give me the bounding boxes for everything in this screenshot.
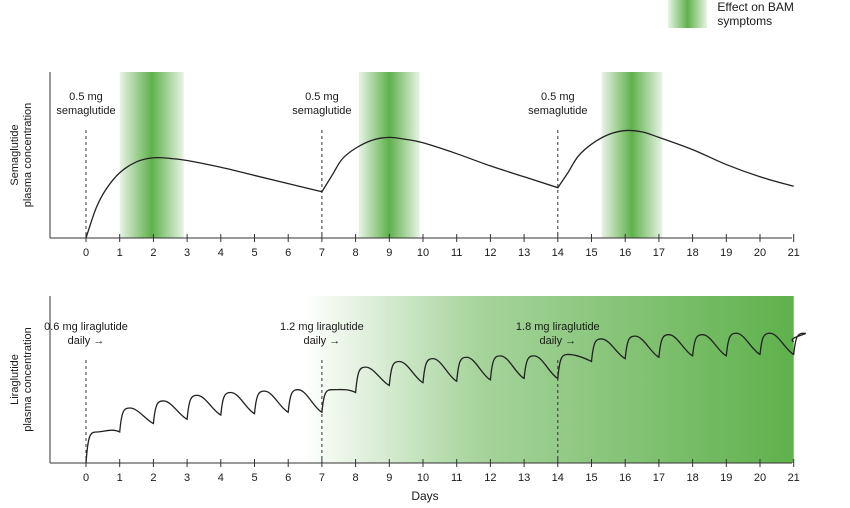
- x-tick-label: 6: [285, 247, 291, 259]
- x-tick-label: 5: [251, 472, 257, 484]
- x-tick-label: 10: [417, 247, 429, 259]
- x-tick-label: 20: [754, 472, 766, 484]
- dose-label-line: 0.6 mg liraglutide: [44, 321, 128, 333]
- y-axis-label-line: Liraglutide: [9, 354, 21, 405]
- x-tick-label: 9: [386, 472, 392, 484]
- x-tick-label: 17: [653, 472, 665, 484]
- x-tick-label: 8: [353, 472, 359, 484]
- x-tick-label: 7: [319, 247, 325, 259]
- dose-label: 1.2 mg liraglutide daily →: [280, 321, 364, 347]
- x-tick-label: 14: [552, 247, 564, 259]
- y-axis-label-line: plasma concentration: [22, 327, 34, 432]
- x-tick-label: 21: [788, 472, 800, 484]
- x-tick-label: 13: [518, 472, 530, 484]
- x-tick-label: 14: [552, 472, 564, 484]
- x-tick-label: 2: [150, 247, 156, 259]
- x-tick-label: 5: [251, 247, 257, 259]
- y-axis-label: Semaglutideplasma concentration: [9, 103, 34, 208]
- concentration-curve: [85, 129, 794, 239]
- x-tick-label: 18: [686, 472, 698, 484]
- x-tick-label: 2: [150, 472, 156, 484]
- x-tick-label: 4: [218, 472, 224, 484]
- x-tick-label: 18: [686, 247, 698, 259]
- dose-label-line: 0.5 mg: [305, 91, 339, 103]
- effect-gradient: [305, 296, 794, 463]
- x-tick-label: 1: [117, 247, 123, 259]
- x-tick-label: 13: [518, 247, 530, 259]
- x-tick-label: 16: [619, 247, 631, 259]
- legend-label: Effect on BAM symptoms: [717, 0, 794, 28]
- dose-label: 0.5 mg semaglutide: [528, 91, 587, 117]
- x-tick-label: 21: [788, 247, 800, 259]
- dose-label-line: daily →: [68, 335, 105, 347]
- x-tick-label: 16: [619, 472, 631, 484]
- dose-label-line: 0.5 mg: [69, 91, 103, 103]
- x-tick-label: 19: [720, 472, 732, 484]
- dose-label: 0.6 mg liraglutide daily →: [44, 321, 128, 347]
- dose-label: 0.5 mg semaglutide: [56, 91, 115, 117]
- x-tick-label: 10: [417, 472, 429, 484]
- x-tick-label: 11: [451, 247, 462, 259]
- dose-label-line: semaglutide: [56, 105, 115, 117]
- x-tick-label: 12: [484, 247, 496, 259]
- x-tick-label: 8: [353, 247, 359, 259]
- x-tick-label: 17: [653, 247, 665, 259]
- x-tick-label: 11: [451, 472, 462, 484]
- x-tick-label: 4: [218, 247, 224, 259]
- x-tick-label: 12: [484, 472, 496, 484]
- effect-band: [358, 72, 420, 238]
- x-tick-label: 1: [117, 472, 123, 484]
- dose-label-line: 1.8 mg liraglutide: [516, 321, 600, 333]
- x-tick-label: 9: [386, 247, 392, 259]
- x-tick-label: 3: [184, 247, 190, 259]
- legend-swatch: [668, 0, 708, 28]
- dose-label: 1.8 mg liraglutide daily →: [516, 321, 600, 347]
- x-tick-label: 6: [285, 472, 291, 484]
- x-tick-label: 7: [319, 472, 325, 484]
- x-axis-label: Days: [411, 489, 438, 503]
- y-axis-label: Liraglutideplasma concentration: [9, 327, 34, 432]
- dose-label-line: semaglutide: [528, 105, 587, 117]
- dose-label-line: daily →: [304, 335, 341, 347]
- y-axis-label-line: Semaglutide: [9, 124, 21, 185]
- legend: Effect on BAM symptoms: [668, 0, 850, 28]
- x-tick-label: 3: [184, 472, 190, 484]
- x-tick-label: 0: [83, 472, 89, 484]
- effect-band: [119, 72, 184, 238]
- effect-band: [601, 72, 663, 238]
- dose-label-line: daily →: [539, 335, 576, 347]
- x-tick-label: 20: [754, 247, 766, 259]
- concentration-curve: [85, 332, 806, 464]
- x-tick-label: 15: [585, 472, 597, 484]
- dose-label-line: 0.5 mg: [541, 91, 575, 103]
- x-tick-label: 15: [585, 247, 597, 259]
- x-tick-label: 0: [83, 247, 89, 259]
- dose-label-line: 1.2 mg liraglutide: [280, 321, 364, 333]
- dose-label-line: semaglutide: [292, 105, 351, 117]
- y-axis-label-line: plasma concentration: [22, 103, 34, 208]
- x-tick-label: 19: [720, 247, 732, 259]
- dose-label: 0.5 mg semaglutide: [292, 91, 351, 117]
